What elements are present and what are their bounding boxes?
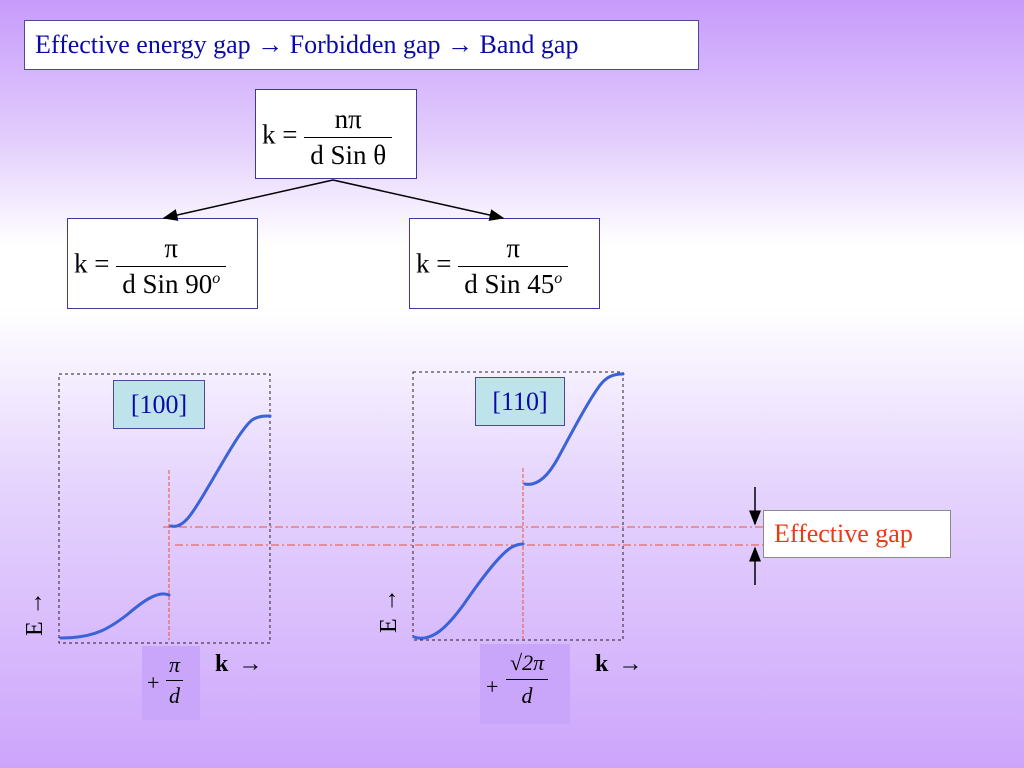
k-axis-arrow: → bbox=[618, 651, 643, 677]
arrow-to-left-formula bbox=[162, 179, 334, 221]
k-value-numerator: √2π bbox=[506, 650, 549, 680]
k-value-fraction: √2π d bbox=[506, 650, 549, 709]
formula-left-fraction: π d Sin 90o bbox=[116, 233, 227, 300]
formula-top-numerator: nπ bbox=[304, 104, 393, 138]
formula-left-denominator: d Sin 90o bbox=[122, 269, 221, 299]
formula-left: k = π d Sin 90o bbox=[74, 233, 227, 300]
k-boundary-value-left: + π d bbox=[142, 646, 200, 720]
k-value-fraction: π d bbox=[166, 652, 184, 709]
band-curve-right-lower bbox=[412, 542, 525, 640]
formula-right-fraction: π d Sin 45o bbox=[458, 233, 569, 300]
formula-right-numerator: π bbox=[458, 233, 569, 267]
k-axis-symbol: k bbox=[215, 651, 229, 677]
formula-top: k = nπ d Sin θ bbox=[262, 104, 393, 171]
formula-left-numerator: π bbox=[116, 233, 227, 267]
formula-top-lhs: k = bbox=[262, 119, 298, 150]
k-value-numerator: π bbox=[166, 652, 184, 681]
k-boundary-value-right: + √2π d bbox=[480, 644, 570, 724]
panel-right-frame bbox=[412, 371, 624, 641]
arrow-to-right-formula bbox=[332, 179, 505, 221]
degree-sup: o bbox=[212, 270, 221, 287]
direction-label-100: [100] bbox=[113, 380, 205, 429]
energy-axis-label-left: E → bbox=[22, 591, 48, 636]
k-value-sign: + bbox=[486, 674, 499, 699]
formula-right: k = π d Sin 45o bbox=[416, 233, 569, 300]
energy-axis-label-right: E → bbox=[376, 588, 402, 633]
slide-title: Effective energy gap → Forbidden gap → B… bbox=[35, 30, 579, 59]
effective-gap-label: Effective gap bbox=[774, 519, 913, 548]
band-curve-left-upper bbox=[169, 414, 272, 528]
k-value-denominator: d bbox=[521, 683, 533, 708]
formula-top-denominator: d Sin θ bbox=[310, 140, 387, 170]
formula-left-box: k = π d Sin 90o bbox=[67, 218, 258, 309]
band-curve-left-lower bbox=[59, 592, 171, 640]
direction-label-110: [110] bbox=[475, 377, 565, 426]
title-box: Effective energy gap → Forbidden gap → B… bbox=[24, 20, 699, 70]
formula-right-lhs: k = bbox=[416, 248, 452, 279]
degree-sup: o bbox=[554, 270, 563, 287]
formula-top-box: k = nπ d Sin θ bbox=[255, 89, 417, 179]
effective-gap-box: Effective gap bbox=[763, 510, 951, 558]
formula-right-box: k = π d Sin 45o bbox=[409, 218, 600, 309]
k-axis-label-right: k → bbox=[595, 651, 642, 678]
band-curve-right-upper bbox=[523, 372, 625, 486]
formula-top-fraction: nπ d Sin θ bbox=[304, 104, 393, 171]
k-axis-arrow: → bbox=[238, 651, 263, 677]
k-axis-label-left: k → bbox=[215, 651, 262, 678]
k-axis-symbol: k bbox=[595, 651, 609, 677]
formula-left-lhs: k = bbox=[74, 248, 110, 279]
k-value-sign: + bbox=[147, 670, 160, 695]
k-value-denominator: d bbox=[169, 683, 181, 708]
formula-right-denominator: d Sin 45o bbox=[464, 269, 563, 299]
